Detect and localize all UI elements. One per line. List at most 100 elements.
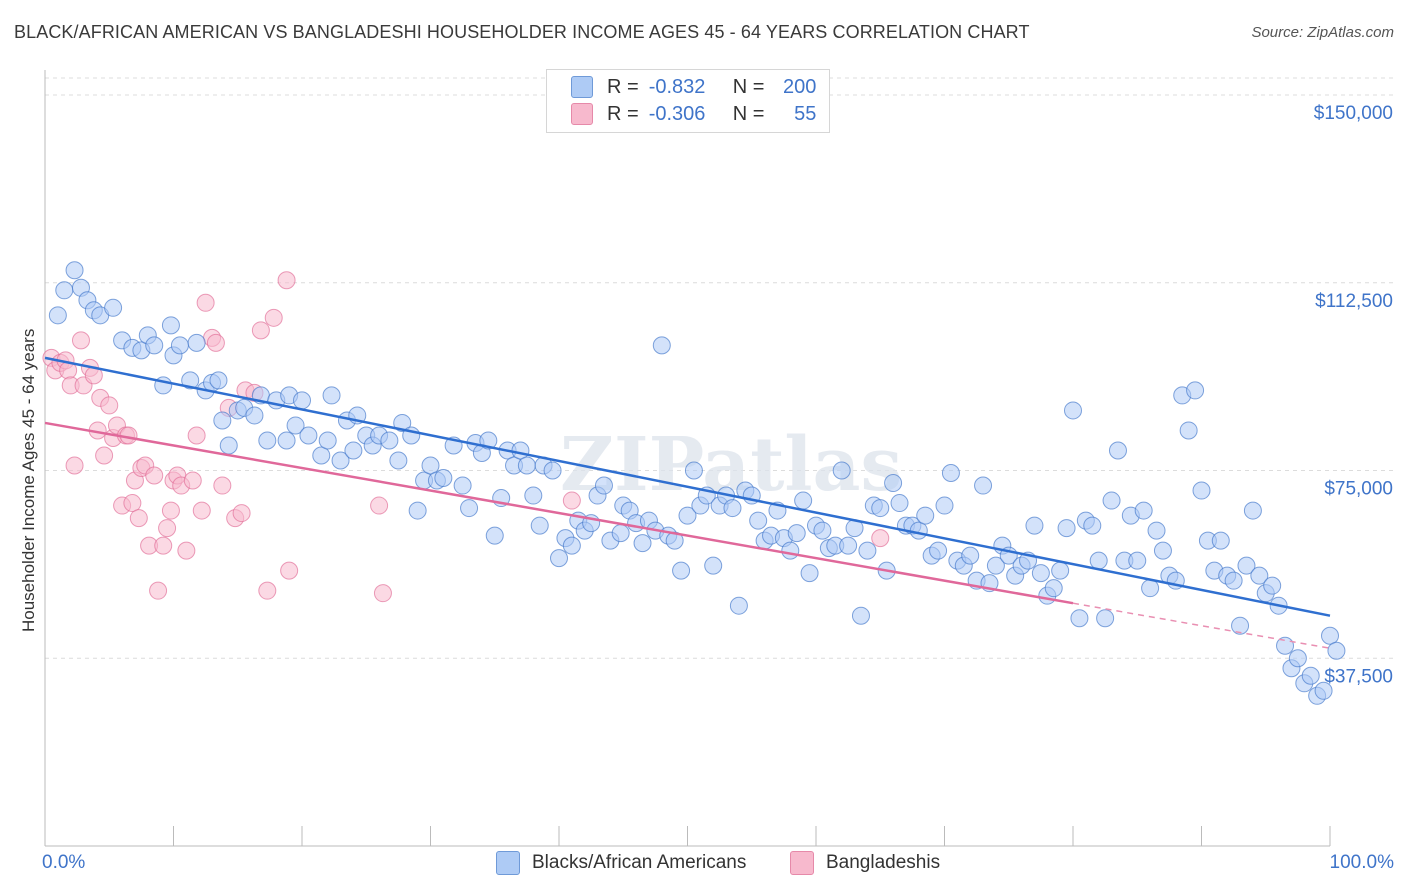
data-point: [161, 316, 180, 335]
n-label: N =: [732, 102, 765, 125]
data-point: [749, 511, 768, 530]
data-point: [123, 494, 142, 513]
data-point: [258, 581, 277, 600]
data-point: [104, 298, 123, 317]
data-point: [312, 446, 331, 465]
data-point: [453, 476, 472, 495]
data-point: [1186, 381, 1205, 400]
data-point: [1089, 551, 1108, 570]
data-point: [1243, 501, 1262, 520]
data-point: [1211, 531, 1230, 550]
data-point: [161, 501, 180, 520]
n-value: 200: [783, 75, 817, 98]
data-point: [1314, 681, 1333, 700]
data-point: [1327, 641, 1346, 660]
data-point: [1301, 666, 1320, 685]
data-point: [1141, 579, 1160, 598]
data-point: [611, 524, 630, 543]
data-point: [941, 464, 960, 483]
data-point: [1096, 609, 1115, 628]
n-label: N =: [732, 75, 765, 98]
data-point: [986, 556, 1005, 575]
data-point: [187, 426, 206, 445]
data-point: [909, 521, 928, 540]
data-point: [293, 391, 311, 410]
data-point: [524, 486, 543, 505]
data-point: [145, 466, 164, 485]
data-point: [1051, 561, 1070, 580]
r-value: -0.832: [648, 75, 706, 98]
data-point: [48, 306, 67, 325]
data-point: [652, 336, 671, 355]
data-point: [331, 451, 350, 470]
data-point: [206, 333, 225, 352]
data-point: [974, 476, 993, 495]
data-point: [543, 461, 562, 480]
data-point: [258, 431, 277, 450]
y-axis-label: Householder Income Ages 45 - 64 years: [19, 329, 38, 632]
data-point: [192, 501, 211, 520]
data-point: [1044, 579, 1063, 598]
legend-row-blacks: R = -0.832 N = 200: [571, 74, 816, 100]
legend-row-bangladeshis: R = -0.306 N = 55: [571, 101, 816, 127]
data-point: [277, 431, 296, 450]
data-point: [408, 501, 427, 520]
data-point: [633, 534, 652, 553]
data-point: [277, 271, 296, 290]
data-point: [1250, 566, 1269, 585]
data-point: [1128, 551, 1147, 570]
series-bangladeshis: [42, 271, 890, 603]
data-point: [318, 431, 337, 450]
data-point: [1064, 401, 1082, 420]
data-point: [729, 596, 748, 615]
data-point: [280, 561, 299, 580]
trend-line-blacks: [44, 356, 1331, 617]
data-point: [264, 308, 283, 327]
data-point: [100, 396, 119, 415]
data-point: [530, 516, 549, 535]
r-label: R =: [607, 102, 639, 125]
data-point: [177, 541, 196, 560]
data-point: [723, 499, 742, 518]
data-point: [1224, 571, 1243, 590]
data-point: [209, 371, 228, 390]
data-point: [787, 524, 806, 543]
data-point: [1192, 481, 1211, 500]
series-blacks-african-americans: [48, 261, 1346, 705]
data-point: [145, 336, 164, 355]
data-point: [884, 474, 903, 493]
data-point: [460, 499, 479, 518]
trend-line-bangladeshis-extension: [1072, 602, 1331, 649]
data-point: [322, 386, 341, 405]
data-point: [839, 536, 858, 555]
data-point: [71, 331, 90, 350]
data-point: [1134, 501, 1153, 520]
data-point: [1083, 516, 1102, 535]
data-point: [1263, 576, 1282, 595]
data-point: [1237, 556, 1256, 575]
data-point: [562, 491, 581, 510]
data-point: [871, 499, 890, 518]
data-point: [1147, 521, 1166, 540]
data-point: [858, 541, 877, 560]
x-tick-max: 100.0%: [1329, 852, 1394, 873]
data-point: [344, 441, 363, 460]
data-point: [550, 549, 568, 568]
x-tick-min: 0.0%: [42, 852, 86, 873]
data-point: [373, 584, 392, 603]
legend-label-bangladeshis: Bangladeshis: [826, 852, 941, 873]
data-point: [65, 261, 84, 280]
data-point: [800, 564, 819, 583]
data-point: [380, 431, 399, 450]
legend-item-bangladeshis: Bangladeshis: [790, 851, 940, 875]
data-point: [183, 471, 202, 490]
data-point: [485, 526, 504, 545]
data-point: [219, 436, 238, 455]
data-point: [370, 496, 389, 515]
data-point: [434, 469, 453, 488]
data-point: [286, 416, 305, 435]
data-point: [181, 371, 200, 390]
data-point: [1057, 519, 1076, 538]
n-value: 55: [794, 102, 817, 125]
